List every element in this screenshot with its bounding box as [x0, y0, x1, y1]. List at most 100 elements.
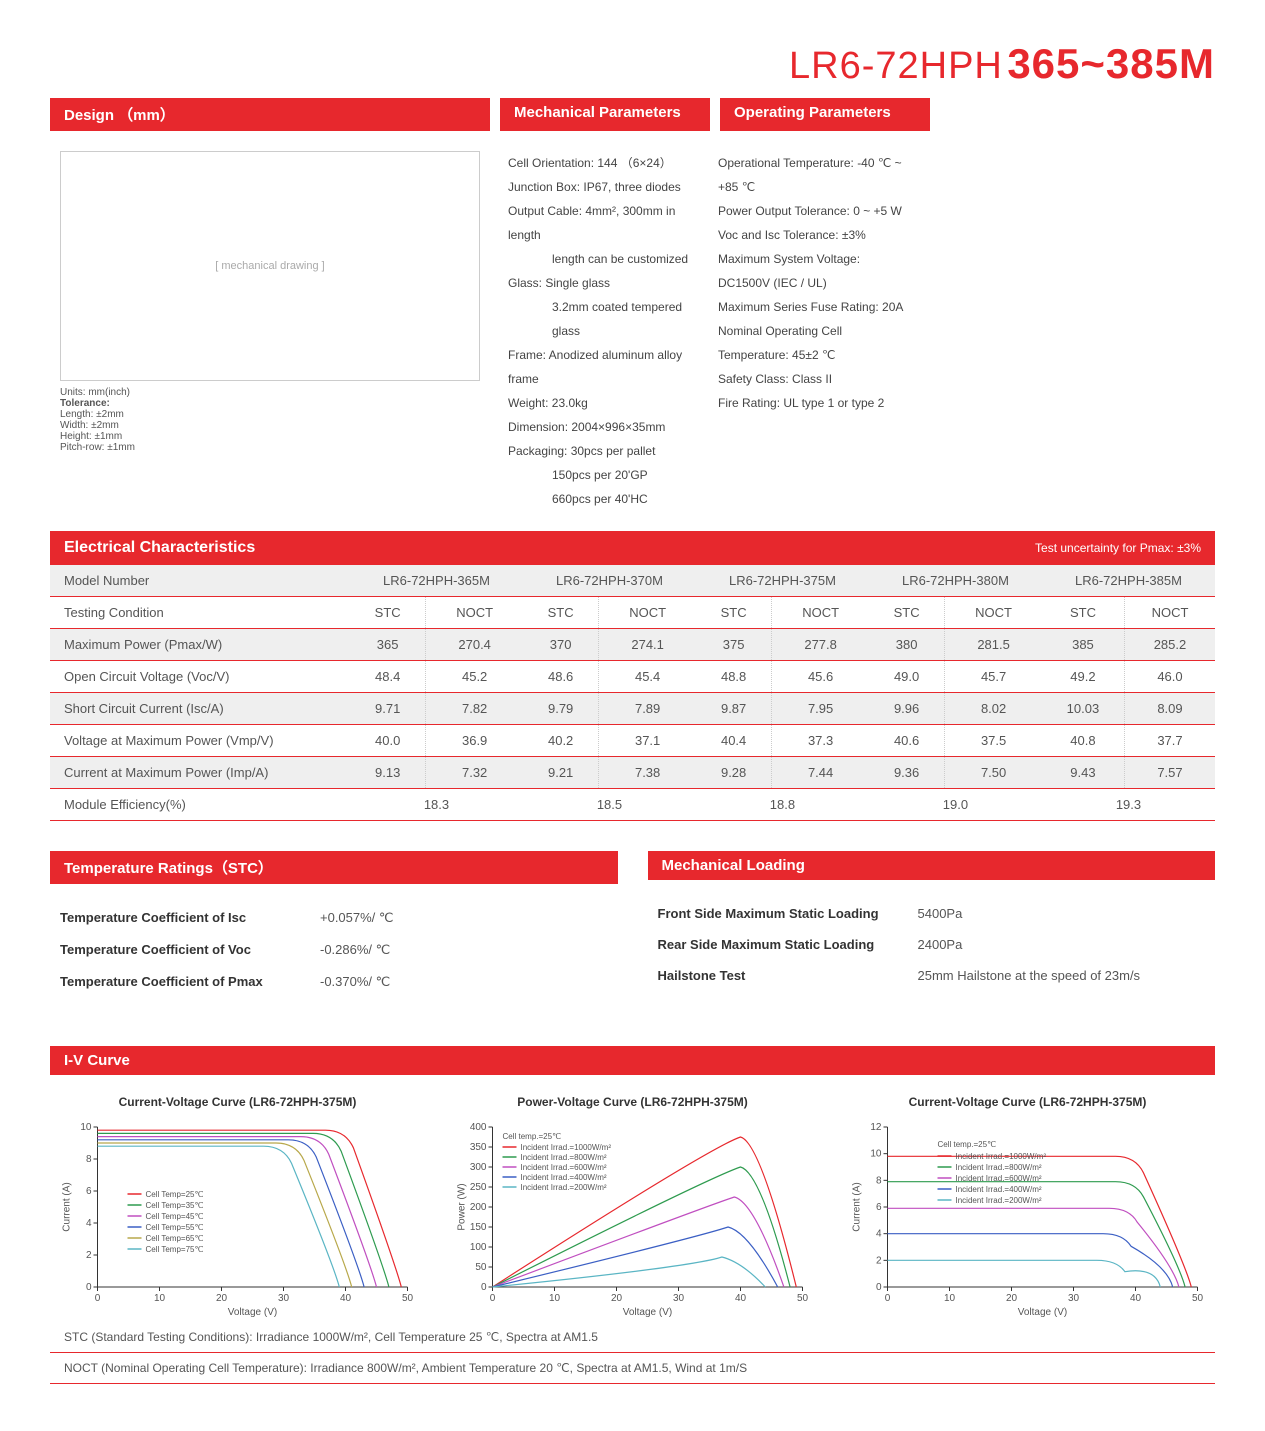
svg-text:Incident Irrad.=400W/m²: Incident Irrad.=400W/m² [521, 1173, 607, 1182]
svg-text:4: 4 [876, 1229, 882, 1240]
chart2: 01020304050050100150200250300350400Volta… [445, 1117, 820, 1317]
svg-text:Incident Irrad.=800W/m²: Incident Irrad.=800W/m² [521, 1153, 607, 1162]
chart1-title: Current-Voltage Curve (LR6-72HPH-375M) [50, 1095, 425, 1109]
svg-text:30: 30 [673, 1293, 685, 1304]
mech-header: Mechanical Parameters [500, 98, 710, 131]
svg-text:Cell Temp=35℃: Cell Temp=35℃ [146, 1201, 204, 1210]
kv-row: Rear Side Maximum Static Loading2400Pa [658, 929, 1206, 960]
elec-footnote: STC (Standard Testing Conditions): Irrad… [50, 1322, 1215, 1353]
mech-param: Output Cable: 4mm², 300mm in length [508, 199, 700, 247]
svg-text:Voltage (V): Voltage (V) [623, 1307, 672, 1317]
kv-row: Hailstone Test25mm Hailstone at the spee… [658, 960, 1206, 991]
svg-text:10: 10 [549, 1293, 561, 1304]
svg-text:Incident Irrad.=400W/m²: Incident Irrad.=400W/m² [956, 1185, 1042, 1194]
mech-param: Weight: 23.0kg [508, 391, 700, 415]
svg-text:6: 6 [86, 1186, 92, 1197]
svg-text:350: 350 [470, 1142, 487, 1153]
kv-row: Temperature Coefficient of Voc-0.286%/ ℃ [60, 934, 608, 966]
svg-text:20: 20 [611, 1293, 623, 1304]
svg-text:0: 0 [86, 1282, 92, 1293]
svg-text:Current (A): Current (A) [62, 1182, 73, 1231]
svg-text:Current (A): Current (A) [852, 1182, 863, 1231]
tol-height: Height: ±1mm [60, 431, 480, 442]
mech-param: Cell Orientation: 144 （6×24） [508, 151, 700, 175]
svg-text:50: 50 [1192, 1293, 1204, 1304]
svg-text:30: 30 [1068, 1293, 1080, 1304]
svg-text:Incident Irrad.=200W/m²: Incident Irrad.=200W/m² [956, 1196, 1042, 1205]
svg-text:Cell Temp=75℃: Cell Temp=75℃ [146, 1245, 204, 1254]
oper-param: Safety Class: Class II [718, 367, 910, 391]
svg-text:40: 40 [340, 1293, 352, 1304]
svg-text:40: 40 [735, 1293, 747, 1304]
svg-text:0: 0 [876, 1282, 882, 1293]
mech-param: Junction Box: IP67, three diodes [508, 175, 700, 199]
svg-text:30: 30 [278, 1293, 290, 1304]
load-header: Mechanical Loading [648, 851, 1216, 880]
kv-row: Temperature Coefficient of Pmax-0.370%/ … [60, 966, 608, 998]
chart1: 010203040500246810Voltage (V)Current (A)… [50, 1117, 425, 1317]
kv-row: Temperature Coefficient of Isc+0.057%/ ℃ [60, 902, 608, 934]
svg-text:Voltage (V): Voltage (V) [228, 1307, 277, 1317]
elec-header: Electrical Characteristics [64, 539, 255, 557]
mech-param: Packaging: 30pcs per pallet [508, 439, 700, 463]
svg-text:10: 10 [80, 1122, 92, 1133]
svg-text:Cell Temp=25℃: Cell Temp=25℃ [146, 1190, 204, 1199]
svg-text:4: 4 [86, 1218, 92, 1229]
tol-width: Width: ±2mm [60, 420, 480, 431]
mech-param-list: Cell Orientation: 144 （6×24）Junction Box… [500, 131, 700, 511]
svg-text:6: 6 [876, 1202, 882, 1213]
svg-text:0: 0 [481, 1282, 487, 1293]
svg-text:Incident Irrad.=800W/m²: Incident Irrad.=800W/m² [956, 1163, 1042, 1172]
svg-text:200: 200 [470, 1202, 487, 1213]
load-list: Front Side Maximum Static Loading5400PaR… [648, 880, 1216, 1009]
oper-param: Maximum Series Fuse Rating: 20A [718, 295, 910, 319]
svg-text:20: 20 [1006, 1293, 1018, 1304]
svg-text:10: 10 [944, 1293, 956, 1304]
svg-text:100: 100 [470, 1242, 487, 1253]
mech-param: Dimension: 2004×996×35mm [508, 415, 700, 439]
svg-text:10: 10 [870, 1149, 882, 1160]
oper-param: Fire Rating: UL type 1 or type 2 [718, 391, 910, 415]
svg-text:20: 20 [216, 1293, 228, 1304]
design-diagram: [ mechanical drawing ] [60, 151, 480, 381]
temp-list: Temperature Coefficient of Isc+0.057%/ ℃… [50, 884, 618, 1016]
oper-param-list: Operational Temperature: -40 ℃ ~ +85 ℃Po… [710, 131, 910, 415]
kv-row: Front Side Maximum Static Loading5400Pa [658, 898, 1206, 929]
design-header: Design （mm） [50, 98, 490, 131]
temp-header: Temperature Ratings（STC） [50, 851, 618, 884]
tol-pitch: Pitch-row: ±1mm [60, 442, 480, 453]
svg-text:150: 150 [470, 1222, 487, 1233]
mech-param: Glass: Single glass [508, 271, 700, 295]
svg-text:50: 50 [797, 1293, 809, 1304]
iv-header: I-V Curve [50, 1046, 1215, 1075]
tolerance-label: Tolerance: [60, 398, 480, 409]
svg-text:50: 50 [475, 1262, 487, 1273]
chart2-title: Power-Voltage Curve (LR6-72HPH-375M) [445, 1095, 820, 1109]
svg-text:Incident Irrad.=600W/m²: Incident Irrad.=600W/m² [521, 1163, 607, 1172]
svg-text:12: 12 [870, 1122, 882, 1133]
svg-text:Incident Irrad.=1000W/m²: Incident Irrad.=1000W/m² [521, 1143, 612, 1152]
oper-header: Operating Parameters [720, 98, 930, 131]
svg-text:10: 10 [154, 1293, 166, 1304]
svg-text:Cell Temp=55℃: Cell Temp=55℃ [146, 1223, 204, 1232]
svg-text:Cell temp.=25℃: Cell temp.=25℃ [503, 1132, 562, 1141]
svg-text:Incident Irrad.=600W/m²: Incident Irrad.=600W/m² [956, 1174, 1042, 1183]
svg-text:8: 8 [86, 1154, 92, 1165]
svg-text:2: 2 [86, 1250, 92, 1261]
svg-text:300: 300 [470, 1162, 487, 1173]
units-label: Units: mm(inch) [60, 387, 480, 398]
elec-table: Model NumberLR6-72HPH-365MLR6-72HPH-370M… [50, 565, 1215, 821]
svg-text:40: 40 [1130, 1293, 1142, 1304]
mech-param: 660pcs per 40'HC [508, 487, 700, 511]
oper-param: Nominal Operating Cell Temperature: 45±2… [718, 319, 910, 367]
svg-text:Voltage (V): Voltage (V) [1018, 1307, 1067, 1317]
chart3-title: Current-Voltage Curve (LR6-72HPH-375M) [840, 1095, 1215, 1109]
svg-text:Cell temp.=25℃: Cell temp.=25℃ [938, 1140, 997, 1149]
page-title: LR6-72HPH 365~385M [50, 40, 1215, 88]
oper-param: Voc and Isc Tolerance: ±3% [718, 223, 910, 247]
oper-param: Maximum System Voltage: DC1500V (IEC / U… [718, 247, 910, 295]
title-prefix: LR6-72HPH [789, 45, 1003, 87]
tol-length: Length: ±2mm [60, 409, 480, 420]
mech-param: 3.2mm coated tempered glass [508, 295, 700, 343]
mech-param: length can be customized [508, 247, 700, 271]
